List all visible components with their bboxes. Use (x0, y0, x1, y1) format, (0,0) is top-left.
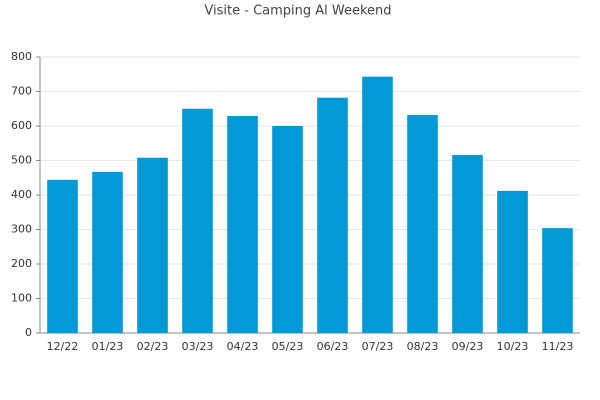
bar (92, 171, 123, 333)
y-tick-label: 400 (11, 188, 32, 201)
x-tick-label: 12/22 (47, 340, 79, 353)
x-tick-label: 09/23 (452, 340, 484, 353)
y-tick-label: 800 (11, 50, 32, 63)
x-tick-label: 06/23 (317, 340, 349, 353)
x-tick-label: 03/23 (182, 340, 214, 353)
bar (362, 76, 393, 333)
x-tick-label: 11/23 (542, 340, 574, 353)
chart-title: Visite - Camping Al Weekend (204, 4, 391, 19)
x-tick-label: 07/23 (362, 340, 394, 353)
x-tick-label: 05/23 (272, 340, 304, 353)
y-tick-label: 500 (11, 154, 32, 167)
bar (452, 154, 483, 333)
bar (182, 108, 213, 333)
bar (407, 114, 438, 334)
y-tick-label: 200 (11, 257, 32, 270)
bar (317, 97, 348, 334)
bar (497, 190, 528, 333)
bar (272, 126, 303, 333)
x-tick-label: 08/23 (407, 340, 439, 353)
y-tick-label: 700 (11, 85, 32, 98)
bar (542, 228, 573, 333)
x-tick-label: 10/23 (497, 340, 529, 353)
y-tick-label: 600 (11, 119, 32, 132)
x-tick-label: 02/23 (137, 340, 169, 353)
bar (227, 115, 258, 334)
x-tick-label: 04/23 (227, 340, 259, 353)
x-tick-label: 01/23 (92, 340, 124, 353)
y-tick-label: 300 (11, 223, 32, 236)
y-tick-label: 0 (25, 326, 32, 339)
bar (47, 179, 78, 333)
bar (137, 157, 168, 333)
y-tick-label: 100 (11, 292, 32, 305)
